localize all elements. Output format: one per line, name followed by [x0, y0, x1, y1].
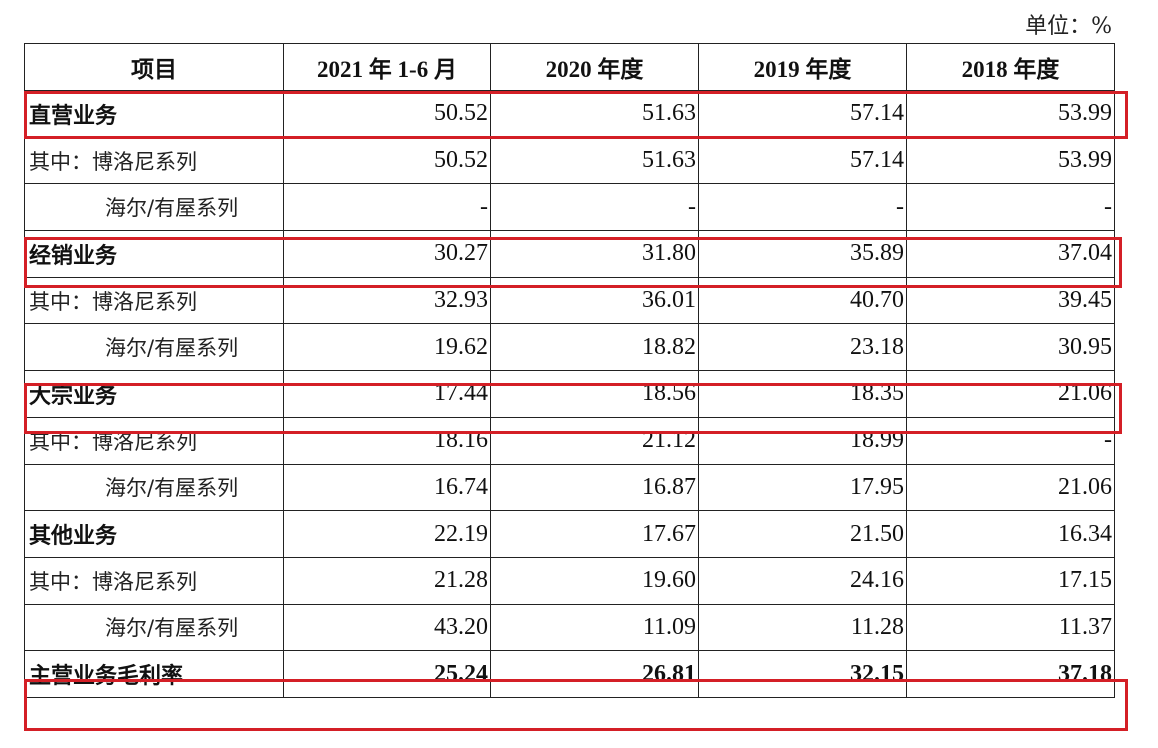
cell-2019: 57.14 [698, 90, 907, 138]
cell-2019: 11.28 [698, 603, 907, 652]
row-label: 其他业务 [24, 510, 284, 558]
cell-2019: 57.14 [698, 136, 907, 185]
cell-2020: 36.01 [490, 276, 699, 325]
cell-2021h1: 30.27 [283, 230, 491, 278]
row-label: 经销业务 [24, 230, 284, 278]
cell-2018: 30.95 [906, 323, 1115, 372]
cell-2020: 21.12 [490, 416, 699, 465]
table-header-row: 项目 2021 年 1-6 月 2020 年度 2019 年度 2018 年度 [24, 43, 1115, 91]
gross-margin-table: 项目 2021 年 1-6 月 2020 年度 2019 年度 2018 年度 … [24, 43, 1115, 698]
cell-2021h1: 50.52 [283, 90, 491, 138]
row-label: 海尔/有屋系列 [24, 183, 284, 232]
cell-2020: 18.56 [490, 370, 699, 418]
cell-2019: 17.95 [698, 463, 907, 512]
row-label: 其中：博洛尼系列 [24, 556, 284, 605]
header-2019: 2019 年度 [698, 43, 907, 91]
cell-2020: 16.87 [490, 463, 699, 512]
cell-2018: 53.99 [906, 90, 1115, 138]
row-label: 其中：博洛尼系列 [24, 136, 284, 185]
cell-2018: 39.45 [906, 276, 1115, 325]
cell-2018: 21.06 [906, 370, 1115, 418]
cell-2019: 21.50 [698, 510, 907, 558]
row-label: 海尔/有屋系列 [24, 463, 284, 512]
cell-2021h1: - [283, 183, 491, 232]
cell-2020: - [490, 183, 699, 232]
cell-2019: 40.70 [698, 276, 907, 325]
table-row-direct-boloni: 其中：博洛尼系列 50.52 51.63 57.14 53.99 [24, 136, 1115, 185]
cell-2020: 51.63 [490, 90, 699, 138]
cell-2020: 51.63 [490, 136, 699, 185]
cell-2021h1: 16.74 [283, 463, 491, 512]
cell-2021h1: 17.44 [283, 370, 491, 418]
cell-2020: 26.81 [490, 650, 699, 698]
cell-2018: 37.04 [906, 230, 1115, 278]
cell-2019: 24.16 [698, 556, 907, 605]
cell-2020: 18.82 [490, 323, 699, 372]
header-item: 项目 [24, 43, 284, 91]
row-label: 其中：博洛尼系列 [24, 416, 284, 465]
table-row-distribution: 经销业务 30.27 31.80 35.89 37.04 [24, 230, 1115, 278]
cell-2018: - [906, 416, 1115, 465]
table-row-bulk: 大宗业务 17.44 18.56 18.35 21.06 [24, 370, 1115, 418]
cell-2018: - [906, 183, 1115, 232]
cell-2019: 32.15 [698, 650, 907, 698]
cell-2018: 21.06 [906, 463, 1115, 512]
cell-2021h1: 50.52 [283, 136, 491, 185]
table-row-direct-haier: 海尔/有屋系列 - - - - [24, 183, 1115, 232]
table-row-other-haier: 海尔/有屋系列 43.20 11.09 11.28 11.37 [24, 603, 1115, 652]
cell-2018: 16.34 [906, 510, 1115, 558]
cell-2018: 53.99 [906, 136, 1115, 185]
row-label: 海尔/有屋系列 [24, 603, 284, 652]
cell-2020: 11.09 [490, 603, 699, 652]
cell-2021h1: 25.24 [283, 650, 491, 698]
cell-2021h1: 32.93 [283, 276, 491, 325]
cell-2018: 37.18 [906, 650, 1115, 698]
cell-2020: 17.67 [490, 510, 699, 558]
cell-2021h1: 43.20 [283, 603, 491, 652]
row-label: 其中：博洛尼系列 [24, 276, 284, 325]
row-label: 主营业务毛利率 [24, 650, 284, 698]
header-2021h1: 2021 年 1-6 月 [283, 43, 491, 91]
header-2020: 2020 年度 [490, 43, 699, 91]
cell-2019: - [698, 183, 907, 232]
row-label: 海尔/有屋系列 [24, 323, 284, 372]
row-label: 大宗业务 [24, 370, 284, 418]
unit-label: 单位：% [1025, 14, 1112, 39]
cell-2021h1: 19.62 [283, 323, 491, 372]
cell-2021h1: 21.28 [283, 556, 491, 605]
table-row-other: 其他业务 22.19 17.67 21.50 16.34 [24, 510, 1115, 558]
header-2018: 2018 年度 [906, 43, 1115, 91]
cell-2020: 31.80 [490, 230, 699, 278]
cell-2019: 18.99 [698, 416, 907, 465]
table-row-distribution-boloni: 其中：博洛尼系列 32.93 36.01 40.70 39.45 [24, 276, 1115, 325]
cell-2019: 35.89 [698, 230, 907, 278]
table-row-main-gross-margin: 主营业务毛利率 25.24 26.81 32.15 37.18 [24, 650, 1115, 698]
cell-2021h1: 18.16 [283, 416, 491, 465]
cell-2020: 19.60 [490, 556, 699, 605]
cell-2019: 18.35 [698, 370, 907, 418]
table-row-distribution-haier: 海尔/有屋系列 19.62 18.82 23.18 30.95 [24, 323, 1115, 372]
cell-2018: 17.15 [906, 556, 1115, 605]
table-row-direct-sales: 直营业务 50.52 51.63 57.14 53.99 [24, 90, 1115, 138]
cell-2018: 11.37 [906, 603, 1115, 652]
table-row-bulk-haier: 海尔/有屋系列 16.74 16.87 17.95 21.06 [24, 463, 1115, 512]
table-row-other-boloni: 其中：博洛尼系列 21.28 19.60 24.16 17.15 [24, 556, 1115, 605]
cell-2021h1: 22.19 [283, 510, 491, 558]
table-row-bulk-boloni: 其中：博洛尼系列 18.16 21.12 18.99 - [24, 416, 1115, 465]
cell-2019: 23.18 [698, 323, 907, 372]
row-label: 直营业务 [24, 90, 284, 138]
